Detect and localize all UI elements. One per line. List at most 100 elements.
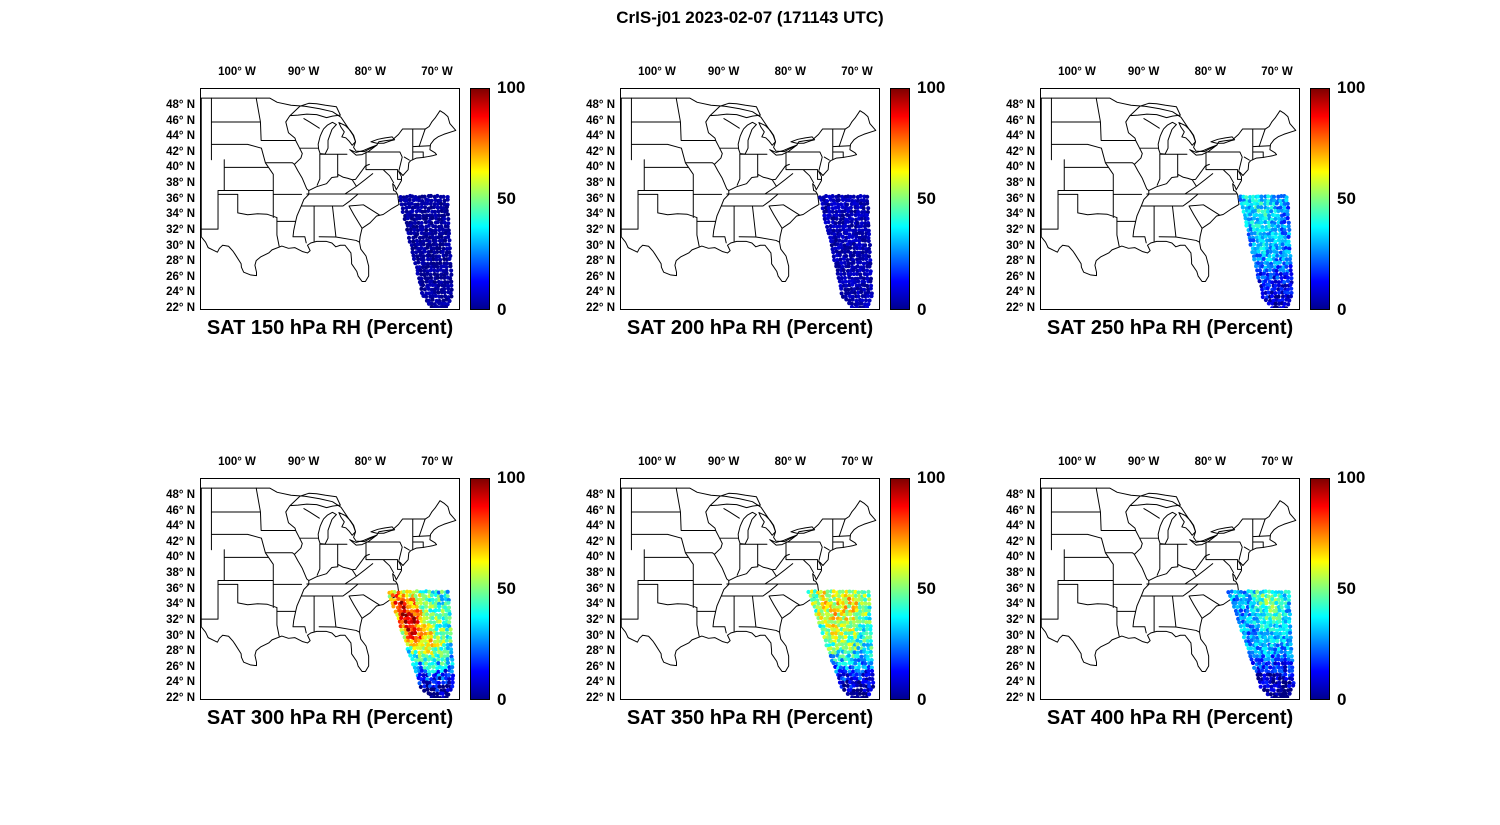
lat-tick-label: 48° N [166, 99, 195, 112]
lon-tick-label: 80° W [774, 456, 807, 468]
satellite-swath [806, 589, 876, 698]
lat-tick-label: 48° N [166, 489, 195, 502]
colorbar-tick-50: 50 [497, 579, 516, 598]
map-plot-area [200, 88, 460, 310]
lon-tick-label: 100° W [1058, 66, 1096, 78]
satellite-swath [387, 589, 456, 698]
lat-tick-label: 34° N [1006, 598, 1035, 611]
lat-tick-label: 36° N [166, 192, 195, 205]
lat-tick-label: 34° N [586, 598, 615, 611]
colorbar-gradient [470, 88, 490, 310]
lat-tick-label: 40° N [586, 161, 615, 174]
lat-tick-label: 26° N [1006, 270, 1035, 283]
lat-tick-label: 46° N [1006, 114, 1035, 127]
lat-tick-label: 32° N [1006, 613, 1035, 626]
colorbar-tick-50: 50 [917, 579, 936, 598]
lat-tick-label: 22° N [586, 302, 615, 315]
lat-tick-label: 40° N [166, 161, 195, 174]
colorbar-tick-50: 50 [1337, 579, 1356, 598]
lon-tick-label: 70° W [1261, 456, 1293, 468]
lat-tick-label: 40° N [586, 551, 615, 564]
map-plot-area [1040, 88, 1300, 310]
figure-title: CrIS-j01 2023-02-07 (171143 UTC) [616, 8, 884, 27]
lat-tick-label: 38° N [1006, 177, 1035, 190]
map-plot-area [620, 88, 880, 310]
lat-tick-label: 44° N [586, 130, 615, 143]
lat-tick-label: 46° N [166, 504, 195, 517]
colorbar-tick-100: 100 [497, 78, 526, 97]
lon-tick-label: 80° W [354, 66, 387, 78]
satellite-swath [1238, 193, 1294, 308]
lon-tick-label: 70° W [421, 456, 453, 468]
colorbar-tick-100: 100 [917, 78, 946, 97]
lon-tick-label: 80° W [774, 66, 807, 78]
lat-tick-label: 44° N [1006, 130, 1035, 143]
panel-title: SAT 400 hPa RH (Percent) [1046, 707, 1294, 729]
colorbar-tick-100: 100 [917, 468, 946, 487]
colorbar-tick-50: 50 [917, 189, 936, 208]
lat-tick-label: 44° N [166, 520, 195, 533]
colorbar-tick-100: 100 [1337, 468, 1366, 487]
lat-tick-label: 28° N [166, 255, 195, 268]
colorbar: 100 50 0 [470, 469, 570, 709]
colorbar: 100 50 0 [1310, 469, 1410, 709]
lon-tick-label: 90° W [287, 66, 320, 78]
lon-tick-label: 70° W [421, 66, 453, 78]
lon-tick-label: 70° W [841, 456, 873, 468]
lat-tick-label: 44° N [586, 520, 615, 533]
lat-tick-label: 24° N [166, 286, 195, 299]
lat-tick-label: 32° N [586, 613, 615, 626]
lat-tick-label: 38° N [166, 177, 195, 190]
panel-150hpa: 100 50 0 SAT 150 hPa RH (Percent) 100° W… [125, 53, 575, 383]
colorbar-tick-0: 0 [1337, 690, 1347, 709]
map-plot-area [620, 478, 880, 700]
lon-tick-label: 80° W [354, 456, 387, 468]
lat-tick-label: 30° N [1006, 629, 1035, 642]
colorbar-tick-0: 0 [497, 690, 507, 709]
lat-tick-label: 42° N [166, 535, 195, 548]
lat-tick-label: 32° N [166, 613, 195, 626]
lat-tick-label: 44° N [166, 130, 195, 143]
panel-350hpa: 100 50 0 SAT 350 hPa RH (Percent) 100° W… [545, 443, 995, 773]
map-plot-area [1040, 478, 1300, 700]
panel-200hpa: 100 50 0 SAT 200 hPa RH (Percent) 100° W… [545, 53, 995, 383]
lat-tick-label: 40° N [166, 551, 195, 564]
lat-tick-label: 42° N [166, 145, 195, 158]
lat-tick-label: 46° N [586, 504, 615, 517]
satellite-swath [1226, 589, 1296, 698]
panel-250hpa: 100 50 0 SAT 250 hPa RH (Percent) 100° W… [965, 53, 1415, 383]
lat-tick-label: 38° N [586, 177, 615, 190]
satellite-swath [817, 193, 874, 308]
panel-title: SAT 200 hPa RH (Percent) [626, 317, 874, 339]
lat-tick-label: 30° N [166, 629, 195, 642]
colorbar: 100 50 0 [470, 79, 570, 319]
lon-tick-label: 90° W [287, 456, 320, 468]
lat-tick-label: 24° N [586, 676, 615, 689]
lat-tick-label: 28° N [586, 645, 615, 658]
lat-tick-label: 40° N [1006, 551, 1035, 564]
lat-tick-label: 30° N [586, 629, 615, 642]
lon-tick-label: 100° W [638, 66, 676, 78]
colorbar-tick-100: 100 [1337, 78, 1366, 97]
panel-title: SAT 300 hPa RH (Percent) [206, 707, 454, 729]
lat-tick-label: 48° N [1006, 99, 1035, 112]
lat-tick-label: 38° N [586, 567, 615, 580]
lon-tick-label: 90° W [707, 66, 740, 78]
lon-tick-label: 80° W [1194, 456, 1227, 468]
panel-title: SAT 350 hPa RH (Percent) [626, 707, 874, 729]
lon-tick-label: 100° W [638, 456, 676, 468]
lat-tick-label: 26° N [166, 270, 195, 283]
colorbar-gradient [890, 478, 910, 700]
lat-tick-label: 26° N [586, 660, 615, 673]
lat-tick-label: 32° N [166, 223, 195, 236]
colorbar-tick-100: 100 [497, 468, 526, 487]
lat-tick-label: 46° N [166, 114, 195, 127]
colorbar-tick-0: 0 [1337, 300, 1347, 319]
lat-tick-label: 40° N [1006, 161, 1035, 174]
lat-tick-label: 28° N [1006, 645, 1035, 658]
lon-tick-label: 90° W [1127, 66, 1160, 78]
lat-tick-label: 36° N [166, 582, 195, 595]
colorbar-tick-50: 50 [497, 189, 516, 208]
lat-tick-label: 34° N [166, 208, 195, 221]
lat-tick-label: 28° N [1006, 255, 1035, 268]
